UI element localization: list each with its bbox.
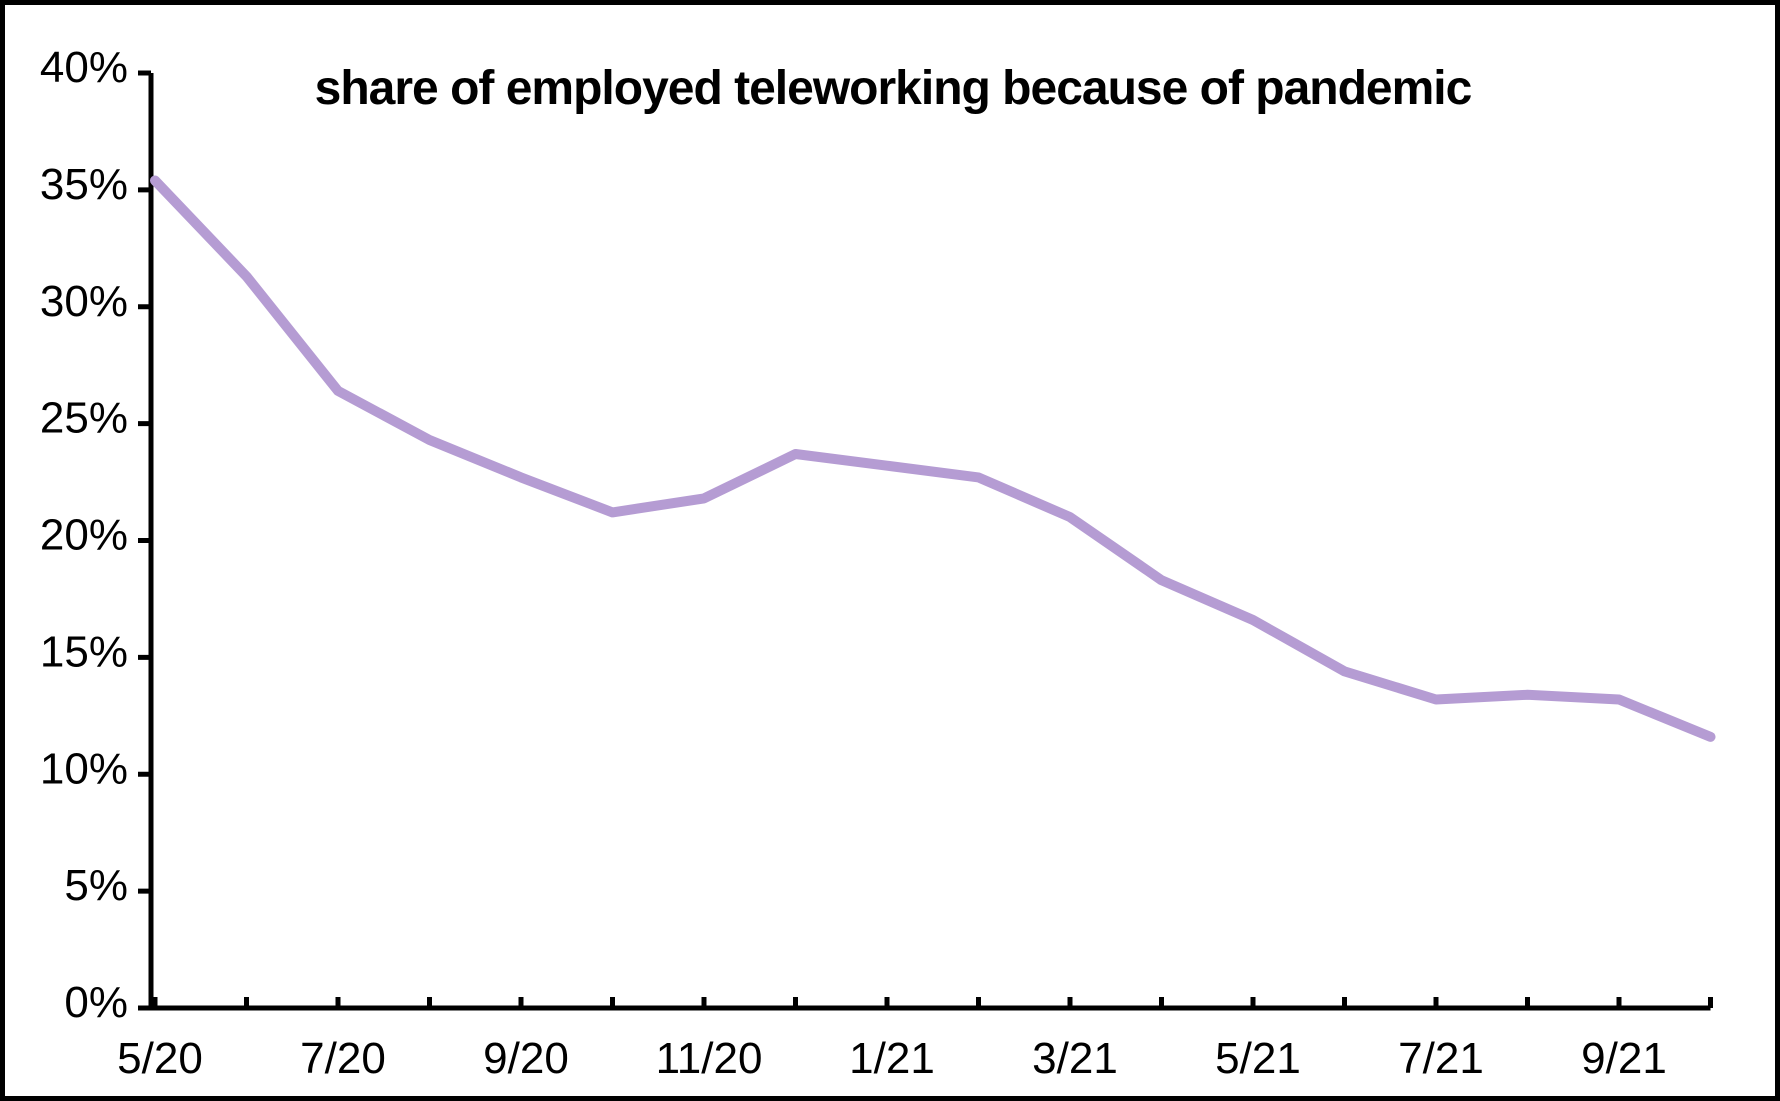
chart-title: share of employed teleworking because of… — [314, 62, 1473, 115]
x-tick-label: 5/21 — [1215, 1034, 1301, 1083]
y-tick-label: 5% — [64, 861, 128, 910]
teleworking-share-line — [150, 175, 1716, 742]
x-tick-label: 3/21 — [1032, 1034, 1118, 1083]
y-tick-label: 20% — [40, 511, 128, 560]
chart-canvas: 0% 5% 10% 15% 20% 25% 30% 35% 40% 5/20 7/20 9/20 11/… — [40, 43, 1716, 1083]
y-tick-label: 35% — [40, 160, 128, 209]
x-tick-label: 7/20 — [300, 1034, 386, 1083]
x-tick-label: 9/20 — [483, 1034, 569, 1083]
x-tick-label: 5/20 — [117, 1034, 203, 1083]
x-tick-label: 1/21 — [849, 1034, 935, 1083]
x-tick-label: 9/21 — [1581, 1034, 1667, 1083]
axis-lines — [148, 73, 1711, 1011]
x-tick-label: 7/21 — [1398, 1034, 1484, 1083]
y-tick-label: 0% — [64, 978, 128, 1027]
x-tick-label: 11/20 — [656, 1034, 763, 1083]
y-tick-label: 15% — [40, 627, 128, 676]
y-tick-label: 30% — [40, 277, 128, 326]
y-tick-label: 25% — [40, 394, 128, 443]
y-tick-label: 40% — [40, 43, 128, 92]
y-tick-label: 10% — [40, 744, 128, 793]
